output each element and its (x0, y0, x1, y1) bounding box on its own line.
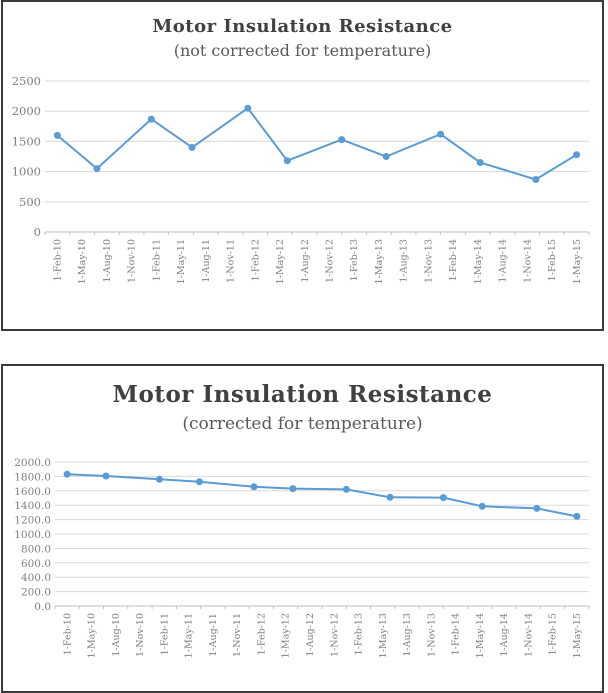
x-axis-tick-label: 1-May-15 (572, 613, 583, 658)
data-point-marker (386, 493, 394, 501)
data-point-marker (250, 483, 258, 491)
x-axis-tick-label: 1-Nov-12 (324, 239, 335, 283)
x-axis-tick-label: 1-Aug-12 (300, 239, 311, 283)
data-point-marker (382, 153, 390, 160)
x-axis-tick-label: 1-May-10 (77, 239, 88, 284)
x-axis-tick-label: 1-Aug-12 (305, 613, 316, 657)
x-axis-tick-label: 1-Nov-10 (135, 613, 146, 657)
x-axis-tick-label: 1-May-12 (275, 239, 286, 284)
x-axis-tick-label: 1-May-10 (87, 613, 98, 658)
y-axis-tick-label: 500 (19, 195, 41, 209)
y-axis-tick-label: 1000 (12, 165, 41, 179)
x-axis-tick-label: 1-Nov-14 (523, 613, 534, 657)
chart-title: Motor Insulation Resistance (152, 16, 453, 37)
x-axis-tick-label: 1-May-15 (572, 239, 583, 284)
data-point-marker (63, 470, 71, 478)
x-axis-tick-label: 1-May-14 (473, 239, 484, 284)
data-point-marker (342, 485, 350, 493)
chart-subtitle: (not corrected for temperature) (173, 41, 432, 60)
x-axis-tick-label: 1-Nov-12 (329, 613, 340, 657)
x-axis-tick-label: 1-Aug-11 (201, 239, 212, 283)
y-axis-tick-label: 1800.0 (14, 471, 51, 483)
data-point-marker (533, 504, 541, 512)
x-axis-tick-label: 1-Feb-11 (151, 239, 162, 281)
y-axis-tick-label: 1400.0 (14, 500, 51, 512)
x-axis-tick-label: 1-Feb-14 (448, 239, 459, 281)
x-axis-tick-label: 1-Nov-13 (426, 613, 437, 657)
data-point-marker (476, 159, 484, 166)
y-axis-tick-label: 2500 (12, 74, 41, 88)
data-point-marker (478, 502, 486, 510)
x-axis-tick-label: 1-Feb-15 (547, 239, 558, 281)
data-point-marker (93, 165, 101, 173)
x-axis-tick-label: 1-Aug-14 (499, 613, 510, 657)
x-axis-tick-label: 1-Aug-11 (208, 613, 219, 657)
y-axis-tick-label: 2000.0 (14, 457, 51, 469)
x-axis-tick-label: 1-Feb-15 (548, 613, 559, 655)
x-axis-tick-label: 1-Aug-14 (498, 239, 509, 283)
x-axis-tick-label: 1-May-12 (281, 613, 292, 658)
data-point-marker (289, 485, 297, 493)
x-axis-tick-label: 1-Feb-10 (52, 239, 63, 281)
x-axis-tick-label: 1-Feb-14 (451, 613, 462, 655)
data-point-marker (338, 136, 346, 144)
y-axis-tick-label: 0 (34, 225, 41, 239)
y-axis-tick-label: 200.0 (21, 587, 51, 599)
x-axis-tick-label: 1-Aug-13 (402, 613, 413, 657)
x-axis-tick-label: 1-Feb-13 (354, 613, 365, 655)
data-line (66, 473, 578, 518)
data-point-marker (283, 157, 291, 165)
x-axis-tick-label: 1-Nov-11 (226, 239, 237, 283)
y-axis-tick-label: 2000 (12, 104, 41, 118)
y-axis-tick-label: 1500 (12, 134, 41, 148)
data-point-marker (437, 130, 445, 138)
y-axis-tick-label: 400.0 (21, 572, 51, 584)
data-point-marker (147, 115, 155, 123)
data-point-marker (195, 478, 203, 486)
x-axis-tick-label: 1-May-11 (184, 613, 195, 658)
x-axis-tick-label: 1-Feb-12 (256, 613, 267, 655)
x-axis-tick-label: 1-May-13 (378, 613, 389, 658)
x-axis-tick-label: 1-May-13 (374, 239, 385, 284)
data-point-marker (532, 176, 540, 183)
y-axis-tick-label: 800.0 (21, 543, 51, 555)
x-axis-tick-label: 1-May-11 (176, 239, 187, 284)
chart-panel-corrected: Motor Insulation Resistance (corrected f… (1, 364, 604, 693)
x-axis-tick-label: 1-Nov-13 (423, 239, 434, 283)
data-point-marker (244, 104, 252, 112)
data-line (56, 107, 578, 181)
y-axis-tick-label: 1600.0 (14, 486, 51, 498)
data-point-marker (155, 475, 163, 483)
data-point-marker (188, 143, 196, 151)
x-axis-tick-label: 1-Aug-13 (399, 239, 410, 283)
line-chart-corrected: 2000.0 1800.0 1600.0 1400.0 1200.0 1000.0 800.… (14, 457, 590, 658)
data-point-marker (102, 472, 110, 480)
line-chart-not-corrected: 2500 2000 1500 1000 500 0 1-Feb-10 1-May-10 1-Au… (12, 74, 590, 284)
data-point-marker (439, 494, 447, 502)
x-axis-tick-label: 1-Nov-14 (522, 239, 533, 283)
y-axis-tick-label: 1000.0 (14, 529, 51, 541)
chart-subtitle: (corrected for temperature) (182, 414, 423, 434)
chart-panel-not-corrected: Motor Insulation Resistance (not correct… (1, 0, 604, 331)
x-axis-tick-label: 1-Feb-13 (349, 239, 360, 281)
x-axis-tick-label: 1-Nov-10 (127, 239, 138, 283)
data-point-marker (53, 131, 61, 139)
x-axis-tick-label: 1-Aug-10 (102, 239, 113, 283)
chart-title: Motor Insulation Resistance (112, 381, 493, 408)
x-axis-tick-label: 1-Feb-11 (159, 613, 170, 655)
y-axis-tick-label: 1200.0 (14, 515, 51, 527)
x-axis-tick-label: 1-May-14 (475, 613, 486, 658)
data-point-marker (573, 512, 581, 520)
x-axis-tick-label: 1-Aug-10 (111, 613, 122, 657)
x-axis-tick-label: 1-Nov-11 (232, 613, 243, 657)
y-axis-tick-label: 600.0 (21, 558, 51, 570)
y-axis-tick-label: 0.0 (34, 601, 51, 613)
x-axis-tick-label: 1-Feb-12 (250, 239, 261, 281)
data-point-marker (573, 151, 581, 159)
x-axis-tick-label: 1-Feb-10 (62, 613, 73, 655)
